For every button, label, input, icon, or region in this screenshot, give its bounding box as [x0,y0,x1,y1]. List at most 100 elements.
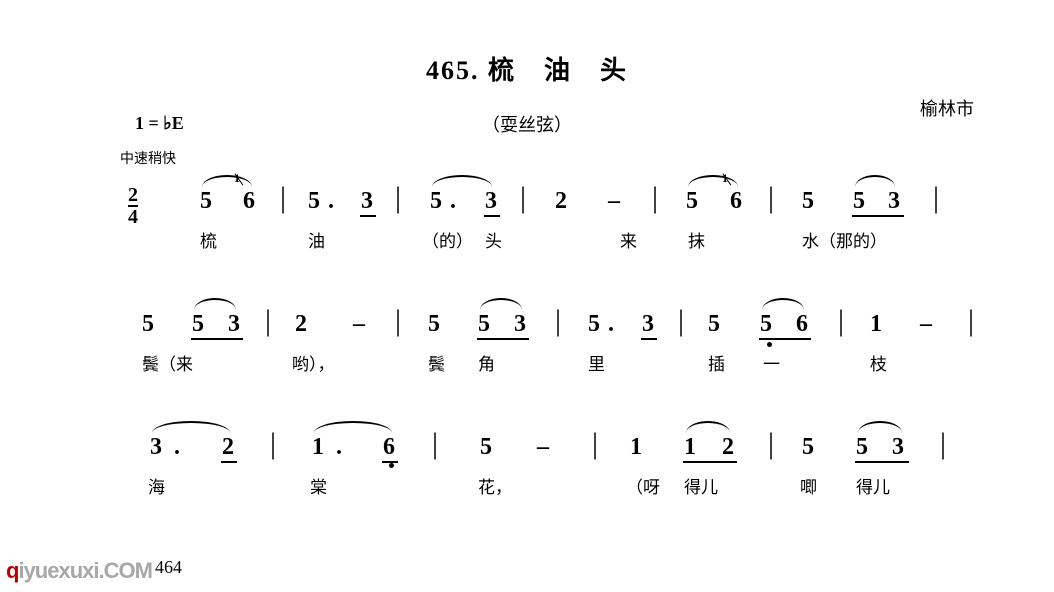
note: 5 [430,188,442,215]
barline: | [432,427,438,461]
note: 5 [192,311,204,338]
note: – [920,311,932,338]
lyric: 里 [588,350,605,375]
lyric: 哟）， [292,350,335,375]
lyric: 得儿 [856,473,890,498]
subtitle: （耍丝弦） [482,111,572,137]
watermark-text: iyuexuxi.COM [18,558,151,583]
slur [762,298,804,310]
note: 3 [514,311,526,338]
time-sig-den: 4 [128,205,138,227]
slur [858,421,902,433]
barline: | [940,427,946,461]
beam-line [360,215,376,217]
note: 5 [142,311,154,338]
note: 5 [308,188,320,215]
note: 1 [870,311,882,338]
lyric: 梳 [200,227,217,252]
barline: | [270,427,276,461]
lyric: 角 [478,350,495,375]
beam-line [191,338,243,340]
barline: | [395,304,401,338]
slur [202,175,252,187]
beam-line [683,461,737,463]
lyric: （呀 [626,473,660,498]
slur [194,298,236,310]
lyric: 插 [708,350,725,375]
note: 6 [796,311,808,338]
slur [314,421,392,433]
note: 5 [856,434,868,461]
beam-line [855,461,909,463]
note: 5 [200,188,212,215]
barline: | [678,304,684,338]
lyric: 唧 [800,473,817,498]
note: 3 [888,188,900,215]
note: 2 [295,311,307,338]
note: – [353,311,365,338]
note: 5 [853,188,865,215]
staff-line-3: 3.21.65–112553|||||海棠花，（呀得儿唧得儿 [70,409,984,504]
barline: | [280,181,286,215]
note: 3 [892,434,904,461]
header-row: 1 = ♭E （耍丝弦） 榆林市 [70,105,984,135]
slur [152,421,230,433]
note: 3 [361,188,373,215]
slur [480,298,522,310]
lyric: 花， [478,473,512,498]
note: 1 [312,434,324,461]
barline: | [933,181,939,215]
time-sig-num: 2 [128,185,138,205]
note: 5 [480,434,492,461]
note: 3 [150,434,162,461]
lyric: 鬓 [428,350,445,375]
note: – [608,188,620,215]
barline: | [768,181,774,215]
barline: | [520,181,526,215]
barline: | [968,304,974,338]
time-signature: 2 4 [128,185,138,227]
note: . [450,188,456,215]
note: 5 [686,188,698,215]
note: . [174,434,180,461]
note: 3 [228,311,240,338]
note: 5 [708,311,720,338]
octave-dot [389,463,394,468]
barline: | [652,181,658,215]
lyric: 头 [485,227,502,252]
watermark-q: q [6,558,18,583]
lyric: 棠 [310,473,327,498]
lyric: 抹 [688,227,705,252]
note: 5 [428,311,440,338]
note: 3 [642,311,654,338]
lyric: 水（那的） [802,227,887,252]
note: . [328,188,334,215]
lyric: 海 [148,473,165,498]
slur [686,421,730,433]
source-label: 榆林市 [920,95,974,121]
note: 3 [485,188,497,215]
beam-line [852,215,904,217]
note: 2 [555,188,567,215]
note: . [336,434,342,461]
note: 6 [243,188,255,215]
note: 6 [730,188,742,215]
lyric: 枝 [870,350,887,375]
note: 5 [802,434,814,461]
note: 5 [802,188,814,215]
note: 5 [588,311,600,338]
note: 5 [478,311,490,338]
note: 5 [760,311,772,338]
barline: | [838,304,844,338]
note: 6 [383,434,395,461]
note: 2 [722,434,734,461]
beam-line [641,338,657,340]
beam-line [477,338,529,340]
note: 1 [630,434,642,461]
score-page: 465. 梳 油 头 1 = ♭E （耍丝弦） 榆林市 中速稍快 2 4 115… [0,0,1054,524]
beam-line [759,338,811,340]
beam-line [221,461,237,463]
barline: | [265,304,271,338]
staff-line-2: 5532–5535.35561–||||||鬓（来哟），鬓角里插一枝 [70,286,984,381]
page-number: 464 [155,557,182,578]
